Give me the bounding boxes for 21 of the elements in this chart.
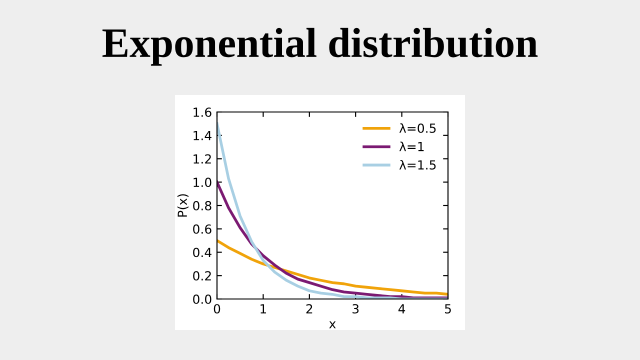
x-tick-label: 4 (398, 304, 406, 314)
y-tick-label: 0.8 (193, 200, 212, 210)
y-tick-label: 1.4 (194, 131, 212, 140)
legend-label: λ=1 (399, 142, 424, 152)
y-tick-label: 0.0 (193, 294, 212, 304)
x-tick-label: 1 (260, 304, 266, 314)
y-tick-label: 1.2 (194, 154, 211, 164)
x-tick-label: 3 (352, 304, 359, 314)
x-axis-title: x (329, 321, 336, 328)
legend-label: λ=1.5 (399, 160, 436, 170)
y-tick-label: 0.2 (193, 271, 211, 281)
y-tick-label: 0.4 (193, 248, 212, 258)
legend-label: λ=0.5 (399, 123, 436, 133)
x-tick-label: 0 (214, 304, 220, 314)
y-axis-title: P(x) (177, 194, 189, 217)
x-tick-label: 2 (306, 304, 312, 314)
y-tick-label: 1.0 (194, 178, 212, 188)
y-tick-label: 1.6 (194, 107, 212, 117)
y-tick-label: 0.6 (193, 224, 212, 234)
chart-title: Exponential distribution (102, 28, 538, 66)
x-tick-label: 5 (444, 304, 451, 314)
